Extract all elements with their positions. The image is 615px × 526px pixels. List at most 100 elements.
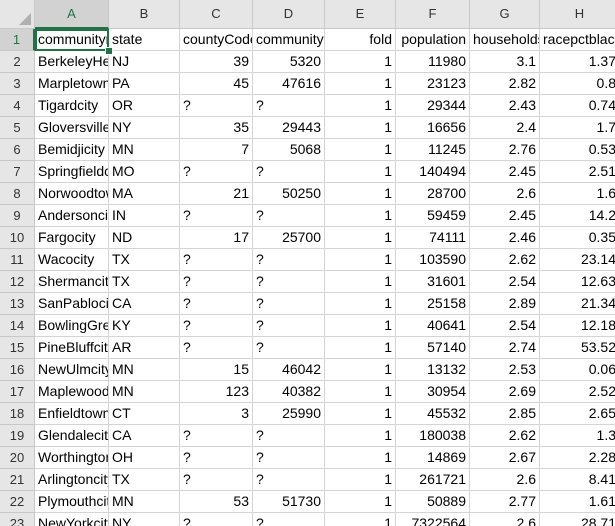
cell-h8[interactable]: 1.6 [540, 183, 615, 205]
cell-a4[interactable]: Tigardcity [35, 95, 109, 117]
row-header[interactable]: 6 [0, 139, 35, 161]
cell-h9[interactable]: 14.2 [540, 205, 615, 227]
cell-h12[interactable]: 12.63 [540, 271, 615, 293]
cell-h18[interactable]: 2.65 [540, 403, 615, 425]
cell-d11[interactable]: ? [253, 249, 325, 271]
cell-g4[interactable]: 2.43 [470, 95, 540, 117]
cell-f21[interactable]: 261721 [396, 469, 470, 491]
active-cell-a1[interactable]: communityname [35, 29, 109, 51]
cell-h7[interactable]: 2.51 [540, 161, 615, 183]
cell-d17[interactable]: 40382 [253, 381, 325, 403]
cell-b11[interactable]: TX [109, 249, 180, 271]
cell-f7[interactable]: 140494 [396, 161, 470, 183]
cell-c19[interactable]: ? [180, 425, 253, 447]
cell-a8[interactable]: Norwoodtown [35, 183, 109, 205]
cell-c4[interactable]: ? [180, 95, 253, 117]
cell-f15[interactable]: 57140 [396, 337, 470, 359]
cell-e21[interactable]: 1 [325, 469, 396, 491]
cell-g20[interactable]: 2.67 [470, 447, 540, 469]
cell-d2[interactable]: 5320 [253, 51, 325, 73]
cell-f4[interactable]: 29344 [396, 95, 470, 117]
cell-d21[interactable]: ? [253, 469, 325, 491]
cell-b1[interactable]: state [109, 29, 180, 51]
cell-g11[interactable]: 2.62 [470, 249, 540, 271]
cell-a3[interactable]: Marpletowntownship [35, 73, 109, 95]
cell-b14[interactable]: KY [109, 315, 180, 337]
cell-g21[interactable]: 2.6 [470, 469, 540, 491]
cell-c15[interactable]: ? [180, 337, 253, 359]
cell-f2[interactable]: 11980 [396, 51, 470, 73]
cell-g2[interactable]: 3.1 [470, 51, 540, 73]
cell-b16[interactable]: MN [109, 359, 180, 381]
cell-d4[interactable]: ? [253, 95, 325, 117]
row-header[interactable]: 16 [0, 359, 35, 381]
row-header[interactable]: 18 [0, 403, 35, 425]
cell-a10[interactable]: Fargocity [35, 227, 109, 249]
cell-g23[interactable]: 2.6 [470, 513, 540, 526]
row-header[interactable]: 2 [0, 51, 35, 73]
cell-f3[interactable]: 23123 [396, 73, 470, 95]
cell-e11[interactable]: 1 [325, 249, 396, 271]
cell-d7[interactable]: ? [253, 161, 325, 183]
cell-c20[interactable]: ? [180, 447, 253, 469]
cell-g13[interactable]: 2.89 [470, 293, 540, 315]
cell-h10[interactable]: 0.35 [540, 227, 615, 249]
cell-c10[interactable]: 17 [180, 227, 253, 249]
cell-h19[interactable]: 1.3 [540, 425, 615, 447]
select-all-corner[interactable] [0, 0, 35, 29]
cell-f18[interactable]: 45532 [396, 403, 470, 425]
cell-g17[interactable]: 2.69 [470, 381, 540, 403]
cell-b20[interactable]: OH [109, 447, 180, 469]
cell-b4[interactable]: OR [109, 95, 180, 117]
cell-h23[interactable]: 28.71 [540, 513, 615, 526]
cell-a12[interactable]: Shermancity [35, 271, 109, 293]
column-header-c[interactable]: C [180, 0, 253, 29]
cell-h16[interactable]: 0.06 [540, 359, 615, 381]
cell-b21[interactable]: TX [109, 469, 180, 491]
cell-g6[interactable]: 2.76 [470, 139, 540, 161]
row-header[interactable]: 19 [0, 425, 35, 447]
cell-a14[interactable]: BowlingGreencity [35, 315, 109, 337]
cell-e7[interactable]: 1 [325, 161, 396, 183]
cell-h21[interactable]: 8.41 [540, 469, 615, 491]
cell-h17[interactable]: 2.52 [540, 381, 615, 403]
row-header[interactable]: 14 [0, 315, 35, 337]
cell-b8[interactable]: MA [109, 183, 180, 205]
cell-b19[interactable]: CA [109, 425, 180, 447]
cell-b10[interactable]: ND [109, 227, 180, 249]
cell-c17[interactable]: 123 [180, 381, 253, 403]
cell-d23[interactable]: ? [253, 513, 325, 526]
cell-e22[interactable]: 1 [325, 491, 396, 513]
cell-h14[interactable]: 12.18 [540, 315, 615, 337]
cell-e17[interactable]: 1 [325, 381, 396, 403]
cell-g12[interactable]: 2.54 [470, 271, 540, 293]
cell-a13[interactable]: SanPablocity [35, 293, 109, 315]
cell-d19[interactable]: ? [253, 425, 325, 447]
cell-e16[interactable]: 1 [325, 359, 396, 381]
row-header[interactable]: 23 [0, 513, 35, 526]
cell-d15[interactable]: ? [253, 337, 325, 359]
cell-g15[interactable]: 2.74 [470, 337, 540, 359]
cell-d14[interactable]: ? [253, 315, 325, 337]
cell-e6[interactable]: 1 [325, 139, 396, 161]
cell-g7[interactable]: 2.45 [470, 161, 540, 183]
cell-h4[interactable]: 0.74 [540, 95, 615, 117]
row-header[interactable]: 9 [0, 205, 35, 227]
cell-b2[interactable]: NJ [109, 51, 180, 73]
cell-d3[interactable]: 47616 [253, 73, 325, 95]
cell-h6[interactable]: 0.53 [540, 139, 615, 161]
cell-c14[interactable]: ? [180, 315, 253, 337]
cell-c8[interactable]: 21 [180, 183, 253, 205]
cell-b7[interactable]: MO [109, 161, 180, 183]
cell-h22[interactable]: 1.61 [540, 491, 615, 513]
cell-a5[interactable]: Gloversvillecity [35, 117, 109, 139]
row-header[interactable]: 7 [0, 161, 35, 183]
cell-e9[interactable]: 1 [325, 205, 396, 227]
cell-a22[interactable]: Plymouthcity [35, 491, 109, 513]
cell-h1[interactable]: racepctblack [540, 29, 615, 51]
cell-a15[interactable]: PineBluffcity [35, 337, 109, 359]
cell-d5[interactable]: 29443 [253, 117, 325, 139]
cell-g1[interactable]: householdsize [470, 29, 540, 51]
cell-f12[interactable]: 31601 [396, 271, 470, 293]
